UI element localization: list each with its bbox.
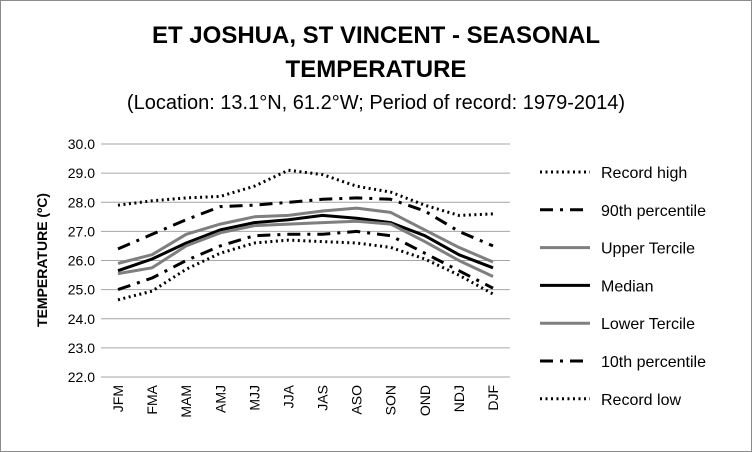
series-lines [117, 168, 494, 302]
legend-label: Upper Tercile [601, 241, 695, 258]
legend-label: 90th percentile [601, 203, 706, 220]
series-line-90th-percentile [117, 196, 494, 251]
y-tick-label: 23.0 [68, 340, 95, 356]
gridlines [101, 143, 510, 378]
series-line-median [117, 213, 494, 273]
series-line-10th-percentile [117, 229, 494, 292]
legend-label: Record high [601, 165, 687, 182]
chart-title-line-2: TEMPERATURE [285, 56, 467, 83]
y-axis-label: TEMPERATURE (ºC) [34, 193, 50, 327]
y-tick-label: 24.0 [68, 311, 95, 327]
legend-label: 10th percentile [601, 354, 706, 371]
x-tick-label: JJA [280, 384, 296, 408]
x-tick-label: MJJ [246, 385, 262, 411]
x-tick-label: NDJ [451, 385, 467, 412]
x-tick-label: AMJ [212, 385, 228, 413]
x-tick-label: JAS [315, 385, 331, 411]
chart-subtitle: (Location: 13.1°N, 61.2°W; Period of rec… [126, 92, 626, 114]
legend: Record high 90th percentile Upper Tercile M… [540, 165, 706, 409]
y-tick-label: 28.0 [68, 194, 95, 210]
legend-label: Median [601, 278, 653, 295]
series-line-record-high [117, 168, 494, 217]
x-tick-label: MAM [178, 385, 194, 418]
x-tick-label: SON [383, 385, 399, 415]
y-tick-label: 27.0 [68, 223, 95, 239]
y-tick-label: 26.0 [68, 253, 95, 269]
x-tick-label: ASO [349, 385, 365, 415]
y-tick-label: 22.0 [68, 369, 95, 385]
x-tick-label: DJF [485, 385, 501, 411]
chart-title-line-1: ET JOSHUA, ST VINCENT - SEASONAL [151, 22, 601, 49]
y-tick-label: 30.0 [68, 136, 95, 152]
y-tick-label: 25.0 [68, 282, 95, 298]
y-tick-label: 29.0 [68, 165, 95, 181]
series-line-lower-tercile [117, 219, 494, 278]
legend-label: Lower Tercile [601, 316, 695, 333]
x-tick-label: FMA [144, 384, 160, 414]
x-tick-label: OND [417, 385, 433, 416]
series-line-upper-tercile [117, 206, 494, 265]
x-axis-ticks: JFM FMA MAM AMJ MJJ JJA JAS ASO SON OND NDJ DJF [110, 384, 501, 417]
x-tick-label: JFM [110, 385, 126, 412]
y-axis-ticks: 22.0 23.0 24.0 25.0 26.0 27.0 28.0 29.0 30.0 [68, 136, 95, 385]
legend-label: Record low [601, 392, 681, 409]
